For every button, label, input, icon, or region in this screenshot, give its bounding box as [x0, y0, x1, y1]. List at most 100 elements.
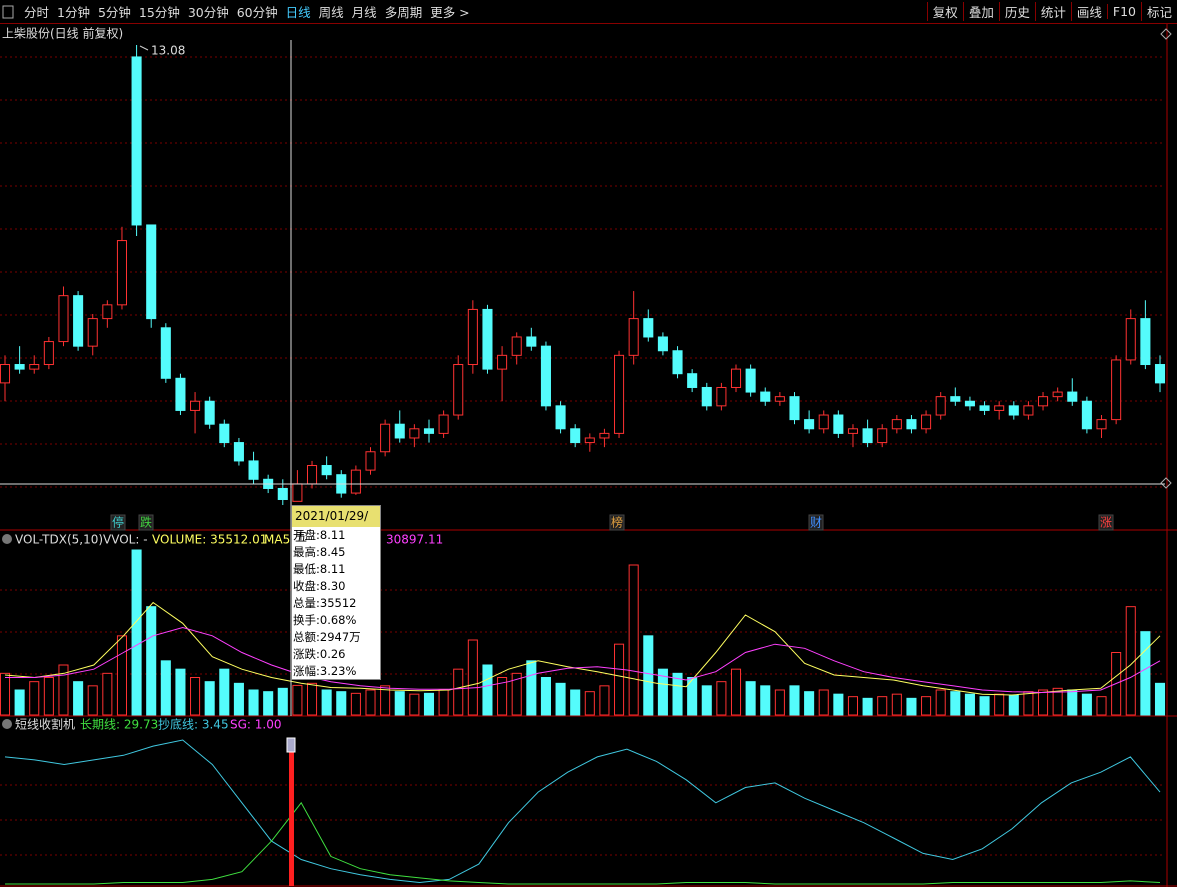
candle-body — [818, 414, 829, 430]
period-tab[interactable]: 月线 — [351, 5, 377, 20]
event-marker[interactable]: 停 — [110, 514, 126, 531]
tooltip-row: 最高:8.45 — [293, 545, 346, 559]
volume-bar — [599, 685, 610, 716]
candle-body — [760, 391, 771, 402]
candle-body — [701, 386, 712, 407]
long-line — [4, 739, 1161, 884]
tool-button[interactable]: 历史 — [998, 2, 1035, 21]
volume-bar — [804, 691, 815, 716]
event-label: 财 — [810, 516, 822, 530]
candle-body — [570, 428, 581, 444]
period-tab[interactable]: 60分钟 — [236, 5, 278, 20]
period-tab[interactable]: 15分钟 — [138, 5, 180, 20]
tooltip-row: 最低:8.11 — [293, 562, 346, 576]
period-tab[interactable]: 30分钟 — [187, 5, 229, 20]
volume-bar — [716, 681, 727, 716]
tool-button[interactable]: 叠加 — [962, 2, 999, 21]
volume-bar — [160, 660, 171, 716]
volume-bar — [745, 681, 756, 716]
candle-body — [146, 224, 157, 320]
signal-handle — [286, 737, 296, 753]
volume-bar — [321, 689, 332, 716]
period-tab[interactable]: 分时 — [24, 5, 50, 20]
event-badge — [808, 514, 824, 531]
candle-body — [730, 368, 742, 388]
volume-bar — [350, 692, 361, 716]
event-marker[interactable]: 跌 — [138, 514, 154, 531]
candle-body — [1154, 364, 1166, 384]
period-tab[interactable]: 1分钟 — [57, 5, 90, 20]
period-tab[interactable]: 5分钟 — [97, 5, 131, 20]
candle-body — [102, 304, 113, 320]
candle-body — [511, 336, 522, 356]
candle-body — [1067, 391, 1078, 402]
volume-bar — [555, 682, 566, 716]
tool-buttons: 复权 叠加 历史 统计 画线 F10 标记 — [926, 0, 1177, 24]
candle-body — [628, 318, 639, 356]
event-label: 停 — [112, 515, 124, 530]
candle-body — [0, 364, 11, 384]
tool-button[interactable]: F10 — [1106, 4, 1141, 19]
volume-bar — [175, 668, 186, 716]
volume-bar — [102, 672, 113, 716]
tool-button[interactable]: 统计 — [1034, 2, 1071, 21]
period-tab[interactable]: 更多 > — [430, 5, 470, 20]
volume-bar — [701, 685, 712, 716]
panel-toggle[interactable] — [2, 719, 12, 729]
candle-body — [789, 396, 800, 421]
volume-bar — [73, 681, 84, 716]
volume-bar — [497, 677, 508, 716]
tool-button[interactable]: 画线 — [1070, 2, 1107, 21]
volume-bar — [570, 689, 581, 716]
volume-bar — [891, 693, 902, 716]
event-markers: 停跌榜财涨 — [110, 514, 1114, 531]
tool-button[interactable]: 标记 — [1140, 2, 1177, 21]
candle-body — [950, 396, 961, 402]
candle-body — [233, 442, 244, 462]
volume-bar — [409, 693, 420, 716]
menu-icon[interactable] — [2, 5, 14, 19]
event-marker[interactable]: 财 — [808, 514, 824, 531]
volume-bar — [365, 689, 376, 716]
volume-header-item: VOLUME: 35512.01 — [152, 533, 267, 547]
event-badge — [1098, 514, 1114, 531]
volume-header-item: 30897.11 — [386, 533, 443, 547]
candle-body — [745, 368, 756, 393]
candle-body — [555, 405, 566, 430]
period-tab[interactable]: 多周期 — [384, 5, 423, 20]
volume-bar — [584, 691, 595, 716]
volume-bar — [818, 689, 829, 716]
event-label: 跌 — [140, 515, 152, 530]
volume-bar — [906, 697, 917, 716]
volume-bar — [1140, 631, 1151, 716]
period-tab[interactable]: 周线 — [318, 5, 344, 20]
event-marker[interactable]: 涨 — [1098, 514, 1114, 531]
volume-bar — [131, 549, 142, 716]
candle-body — [58, 295, 69, 343]
candle-body — [1140, 318, 1151, 366]
frame — [0, 5, 1177, 887]
volume-bar — [116, 635, 127, 716]
volume-ma5-line — [4, 601, 1161, 696]
diamond-icon[interactable] — [1160, 28, 1172, 40]
candle-body — [1111, 359, 1122, 421]
candle-body — [877, 428, 888, 444]
volume-bar — [0, 672, 11, 716]
period-tab[interactable]: 日线 — [285, 5, 311, 20]
volume-bar — [277, 687, 288, 716]
signal-bar — [289, 740, 294, 886]
candle-body — [131, 56, 142, 226]
volume-bar — [614, 643, 625, 716]
candle-body — [906, 419, 917, 430]
candle-body — [43, 341, 54, 366]
tooltip-row: 收盘:8.30 — [293, 579, 346, 593]
tool-button[interactable]: 复权 — [926, 2, 963, 21]
panel-headers: VOL-TDX(5,10) VVOL: - VOLUME: 35512.01MA5:… — [15, 533, 443, 732]
volume-bar — [935, 689, 946, 716]
volume-bar — [43, 677, 54, 716]
volume-bar — [687, 677, 698, 716]
candle-body — [467, 308, 478, 366]
panel-toggle[interactable] — [2, 534, 12, 544]
event-marker[interactable]: 榜 — [609, 514, 625, 531]
